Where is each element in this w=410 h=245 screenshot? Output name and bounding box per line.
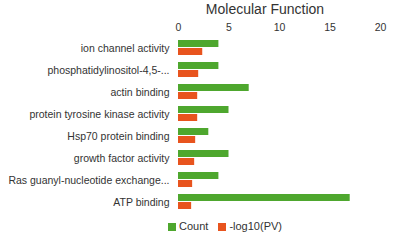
svg-text:actin binding: actin binding: [111, 86, 170, 98]
svg-text:20: 20: [375, 21, 387, 33]
svg-text:10: 10: [274, 21, 286, 33]
svg-text:Ras guanyl-nucleotide exchange: Ras guanyl-nucleotide exchange...: [8, 174, 169, 186]
svg-text:0: 0: [176, 21, 182, 33]
svg-text:ion channel activity: ion channel activity: [81, 42, 170, 54]
svg-text:ATP binding: ATP binding: [113, 196, 169, 208]
svg-text:phosphatidylinositol-4,5-...: phosphatidylinositol-4,5-...: [48, 64, 170, 76]
svg-text:5: 5: [226, 21, 232, 33]
svg-text:Hsp70 protein binding: Hsp70 protein binding: [67, 130, 169, 142]
svg-text:15: 15: [324, 21, 336, 33]
html-text:-log10(PV): -log10(PV): [229, 220, 282, 232]
html-text:Molecular Function: Molecular Function: [205, 1, 325, 17]
svg-text:growth factor activity: growth factor activity: [74, 152, 170, 164]
html-text:Count: Count: [179, 220, 209, 232]
svg-text:protein tyrosine kinase activi: protein tyrosine kinase activity: [29, 108, 170, 120]
